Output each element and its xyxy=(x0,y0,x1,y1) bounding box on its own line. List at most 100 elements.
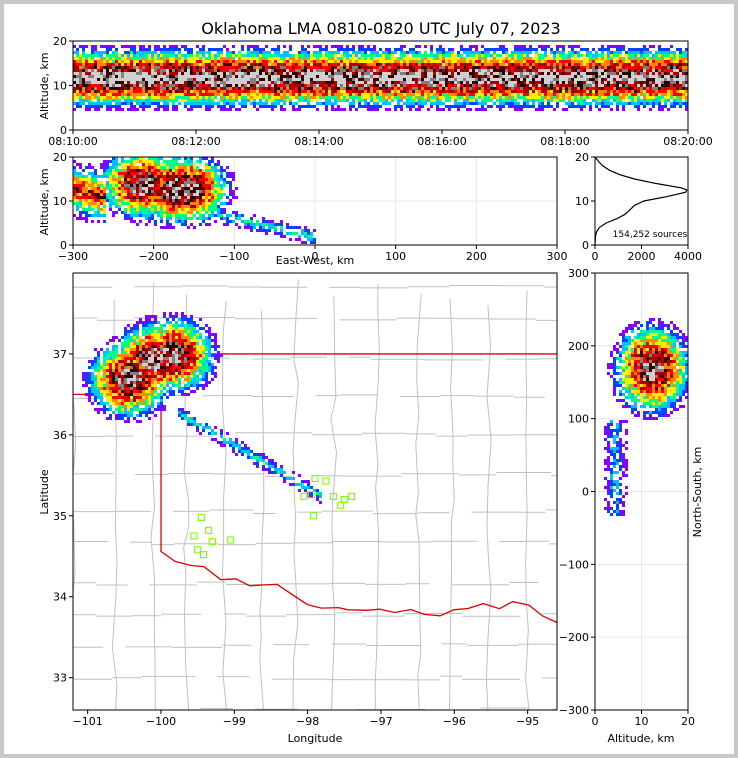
time-height-bin xyxy=(541,90,544,93)
time-height-bin xyxy=(406,78,409,81)
time-height-bin xyxy=(109,60,112,63)
time-height-bin xyxy=(271,63,274,66)
time-height-bin xyxy=(355,51,358,54)
time-height-bin xyxy=(304,84,307,87)
east-west-bin xyxy=(154,205,157,208)
east-west-bin xyxy=(85,211,88,214)
time-height-bin xyxy=(367,108,370,111)
time-height-bin xyxy=(85,90,88,93)
time-height-bin xyxy=(457,57,460,60)
east-west-bin xyxy=(172,226,175,229)
east-west-bin xyxy=(202,175,205,178)
time-height-bin xyxy=(415,60,418,63)
time-height-bin xyxy=(271,99,274,102)
time-height-bin xyxy=(652,81,655,84)
time-height-bin xyxy=(535,54,538,57)
time-height-bin xyxy=(121,54,124,57)
time-height-bin xyxy=(358,87,361,90)
time-height-bin xyxy=(580,75,583,78)
time-height-bin xyxy=(163,90,166,93)
east-west-bin xyxy=(160,187,163,190)
time-height-bin xyxy=(376,78,379,81)
time-height-bin xyxy=(160,54,163,57)
time-height-bin xyxy=(319,90,322,93)
time-height-bin xyxy=(310,90,313,93)
east-west-bin xyxy=(178,217,181,220)
time-height-bin xyxy=(199,105,202,108)
time-height-bin xyxy=(394,48,397,51)
time-height-bin xyxy=(505,90,508,93)
east-west-bin xyxy=(175,172,178,175)
time-height-bin xyxy=(613,51,616,54)
time-height-bin xyxy=(157,45,160,48)
east-west-bin xyxy=(145,223,148,226)
east-west-bin xyxy=(160,193,163,196)
time-height-bin xyxy=(121,63,124,66)
time-height-bin xyxy=(631,51,634,54)
time-height-bin xyxy=(220,69,223,72)
time-height-bin xyxy=(169,78,172,81)
east-west-bin xyxy=(103,220,106,223)
time-height-bin xyxy=(316,87,319,90)
time-height-bin xyxy=(172,60,175,63)
time-height-bin xyxy=(205,51,208,54)
time-height-bin xyxy=(643,81,646,84)
time-height-bin xyxy=(382,96,385,99)
time-height-bin xyxy=(601,69,604,72)
time-height-bin xyxy=(226,78,229,81)
time-height-bin xyxy=(382,99,385,102)
east-west-bin xyxy=(91,202,94,205)
time-height-bin xyxy=(499,75,502,78)
time-height-bin xyxy=(127,60,130,63)
east-west-bin xyxy=(163,226,166,229)
time-height-bin xyxy=(484,48,487,51)
east-west-bin xyxy=(217,175,220,178)
east-west-bin xyxy=(76,190,79,193)
time-height-bin xyxy=(418,63,421,66)
time-height-bin xyxy=(229,69,232,72)
east-west-bin xyxy=(148,166,151,169)
time-height-bin xyxy=(298,60,301,63)
time-height-bin xyxy=(367,105,370,108)
time-height-bin xyxy=(364,78,367,81)
time-height-bin xyxy=(673,75,676,78)
time-height-bin xyxy=(118,72,121,75)
time-height-bin xyxy=(208,75,211,78)
time-height-bin xyxy=(646,102,649,105)
time-height-bin xyxy=(187,75,190,78)
time-height-bin xyxy=(316,66,319,69)
east-west-bin xyxy=(151,172,154,175)
east-west-bin xyxy=(136,157,139,160)
time-height-bin xyxy=(199,87,202,90)
time-height-bin xyxy=(568,105,571,108)
time-height-bin xyxy=(328,63,331,66)
time-height-bin xyxy=(340,54,343,57)
time-height-bin xyxy=(577,96,580,99)
time-height-bin xyxy=(535,69,538,72)
time-height-bin xyxy=(613,45,616,48)
time-height-bin xyxy=(280,99,283,102)
time-height-bin xyxy=(337,51,340,54)
east-west-bin xyxy=(226,223,229,226)
time-height-bin xyxy=(589,63,592,66)
time-height-bin xyxy=(394,84,397,87)
east-west-bin xyxy=(133,187,136,190)
time-height-bin xyxy=(337,48,340,51)
east-west-bin xyxy=(133,166,136,169)
time-height-bin xyxy=(313,63,316,66)
time-height-bin xyxy=(325,102,328,105)
time-height-bin xyxy=(334,45,337,48)
time-height-bin xyxy=(97,96,100,99)
time-height-bin xyxy=(550,72,553,75)
time-height-bin xyxy=(241,45,244,48)
time-height-bin xyxy=(232,93,235,96)
time-height-bin xyxy=(514,48,517,51)
east-west-bin xyxy=(112,181,115,184)
time-height-bin xyxy=(532,57,535,60)
time-height-bin xyxy=(244,99,247,102)
time-height-bin xyxy=(574,105,577,108)
east-west-bin xyxy=(136,202,139,205)
time-height-bin xyxy=(478,54,481,57)
time-height-bin xyxy=(412,99,415,102)
time-height-bin xyxy=(553,81,556,84)
